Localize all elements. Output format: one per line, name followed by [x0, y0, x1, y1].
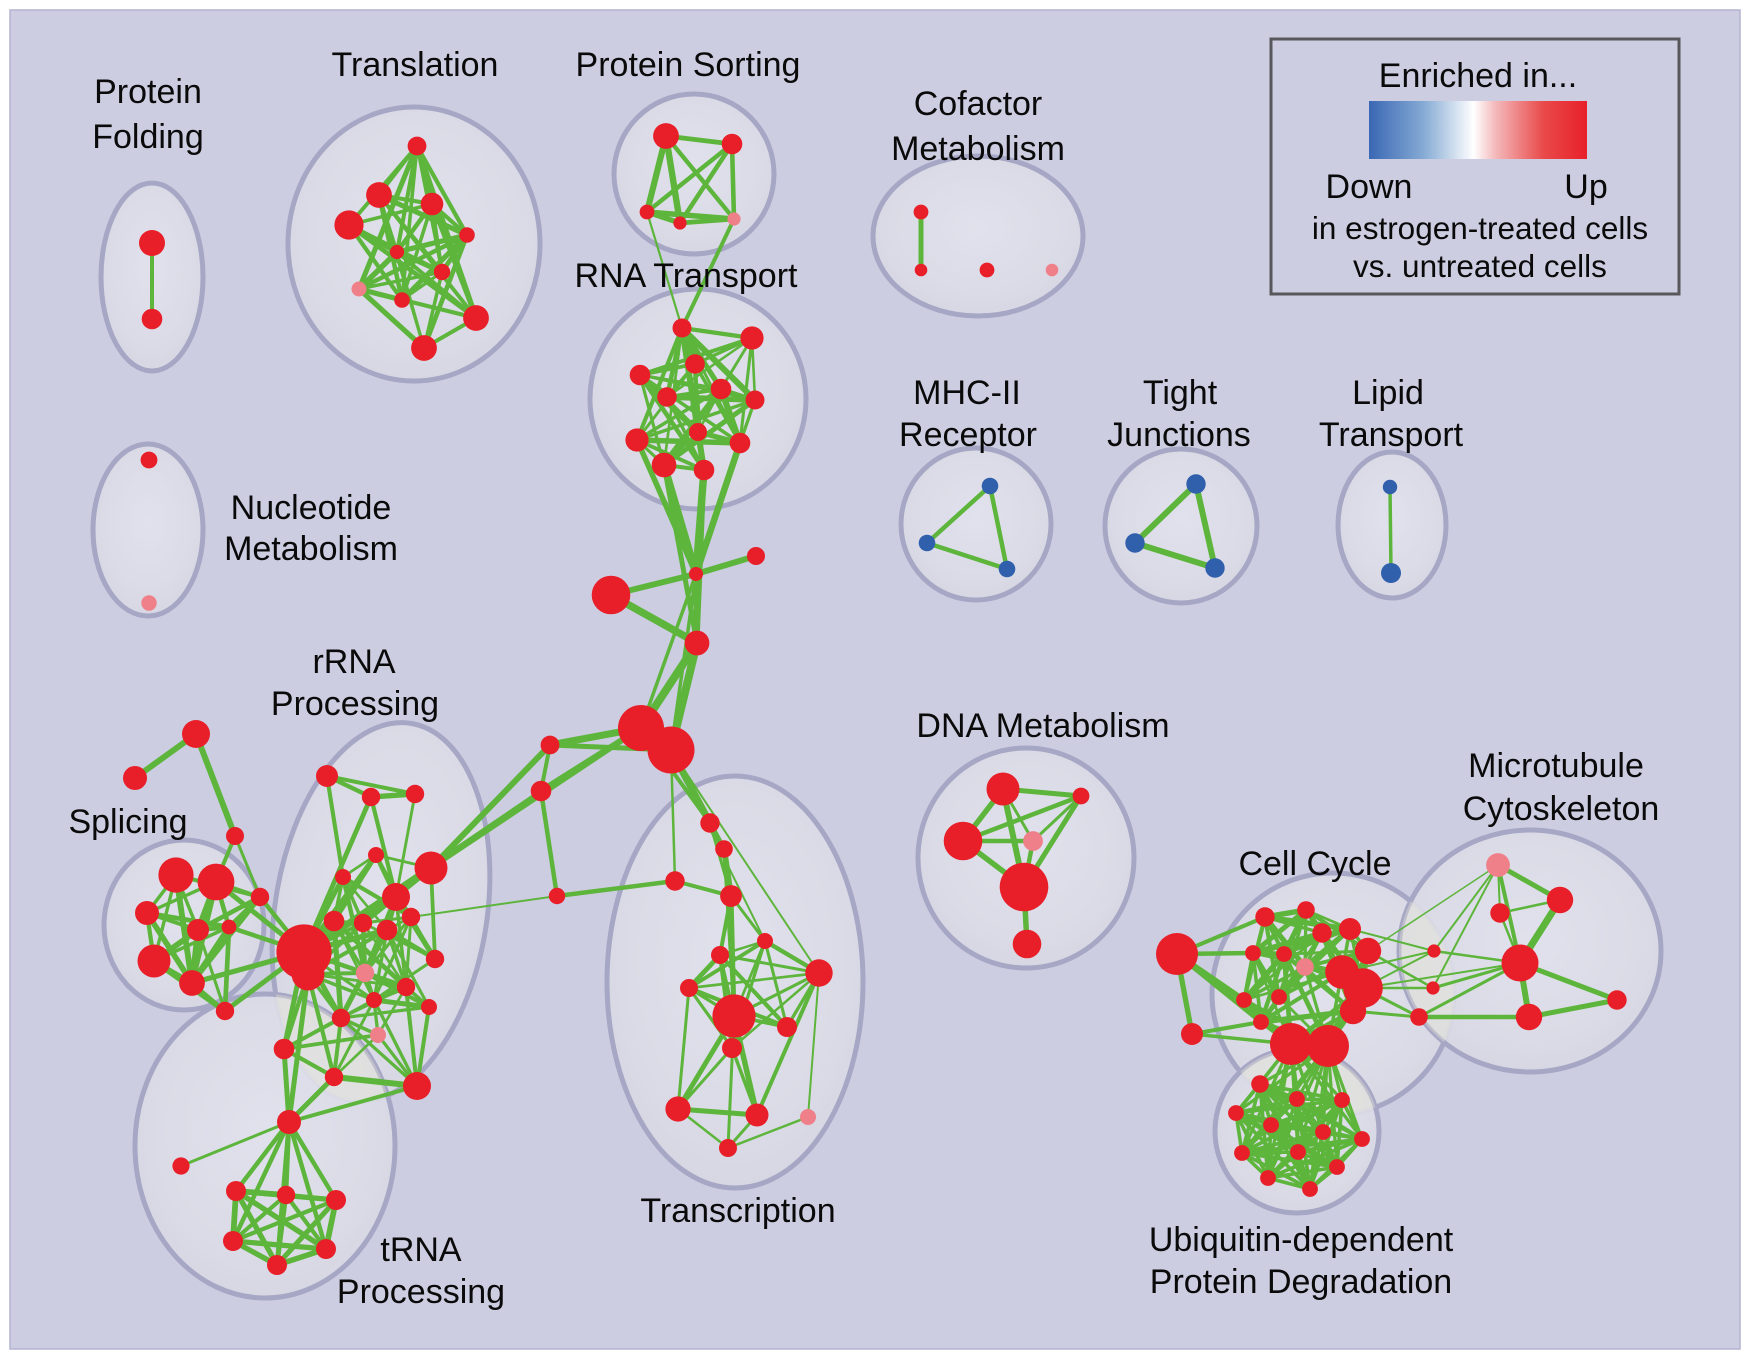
svg-text:Processing: Processing: [271, 685, 439, 723]
svg-text:Translation: Translation: [332, 46, 499, 84]
svg-text:Tight: Tight: [1143, 374, 1218, 412]
svg-text:MHC-II: MHC-II: [913, 374, 1021, 412]
svg-text:RNA Transport: RNA Transport: [575, 257, 799, 295]
svg-text:Processing: Processing: [337, 1273, 505, 1311]
svg-text:Microtubule: Microtubule: [1468, 747, 1644, 785]
svg-text:Protein: Protein: [94, 73, 202, 111]
svg-text:in estrogen-treated cells: in estrogen-treated cells: [1312, 210, 1648, 246]
svg-text:Cytoskeleton: Cytoskeleton: [1463, 790, 1660, 828]
svg-text:Junctions: Junctions: [1107, 416, 1251, 454]
svg-text:Metabolism: Metabolism: [891, 130, 1065, 168]
svg-text:Cell Cycle: Cell Cycle: [1238, 845, 1391, 883]
svg-text:vs. untreated cells: vs. untreated cells: [1353, 248, 1607, 284]
svg-text:Transcription: Transcription: [640, 1192, 835, 1230]
svg-text:Lipid: Lipid: [1352, 374, 1424, 412]
svg-text:Metabolism: Metabolism: [224, 530, 398, 568]
svg-text:Transport: Transport: [1319, 416, 1464, 454]
svg-text:Protein Degradation: Protein Degradation: [1150, 1263, 1452, 1301]
svg-text:Receptor: Receptor: [899, 416, 1037, 454]
svg-text:Down: Down: [1326, 168, 1413, 206]
svg-text:Splicing: Splicing: [68, 803, 187, 841]
svg-text:DNA Metabolism: DNA Metabolism: [916, 707, 1169, 745]
svg-text:rRNA: rRNA: [312, 643, 395, 681]
svg-text:Up: Up: [1564, 168, 1607, 206]
svg-text:Protein Sorting: Protein Sorting: [576, 46, 801, 84]
svg-text:Folding: Folding: [92, 118, 204, 156]
svg-text:Enriched in...: Enriched in...: [1379, 57, 1577, 95]
svg-text:tRNA: tRNA: [380, 1231, 462, 1269]
svg-text:Nucleotide: Nucleotide: [231, 489, 392, 527]
svg-text:Cofactor: Cofactor: [914, 85, 1043, 123]
svg-text:Ubiquitin-dependent: Ubiquitin-dependent: [1149, 1221, 1454, 1259]
